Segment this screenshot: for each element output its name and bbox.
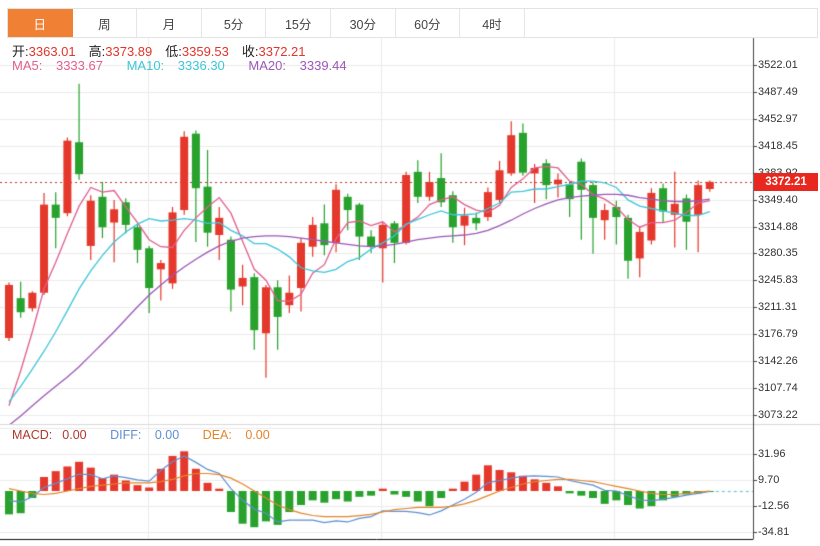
period-tabbar: 日周月 5分 15分 30分 60分 4时 [7,8,818,38]
tab-monthly[interactable]: 月 [137,9,202,37]
tab-30min[interactable]: 30分 [331,9,396,37]
tab-weekly[interactable]: 周 [73,9,138,37]
tabbar-filler [525,9,817,37]
tab-15min[interactable]: 15分 [266,9,331,37]
tab-daily[interactable]: 日 [8,9,73,37]
tab-4hour[interactable]: 4时 [460,9,525,37]
tab-5min[interactable]: 5分 [202,9,267,37]
tab-60min[interactable]: 60分 [396,9,461,37]
